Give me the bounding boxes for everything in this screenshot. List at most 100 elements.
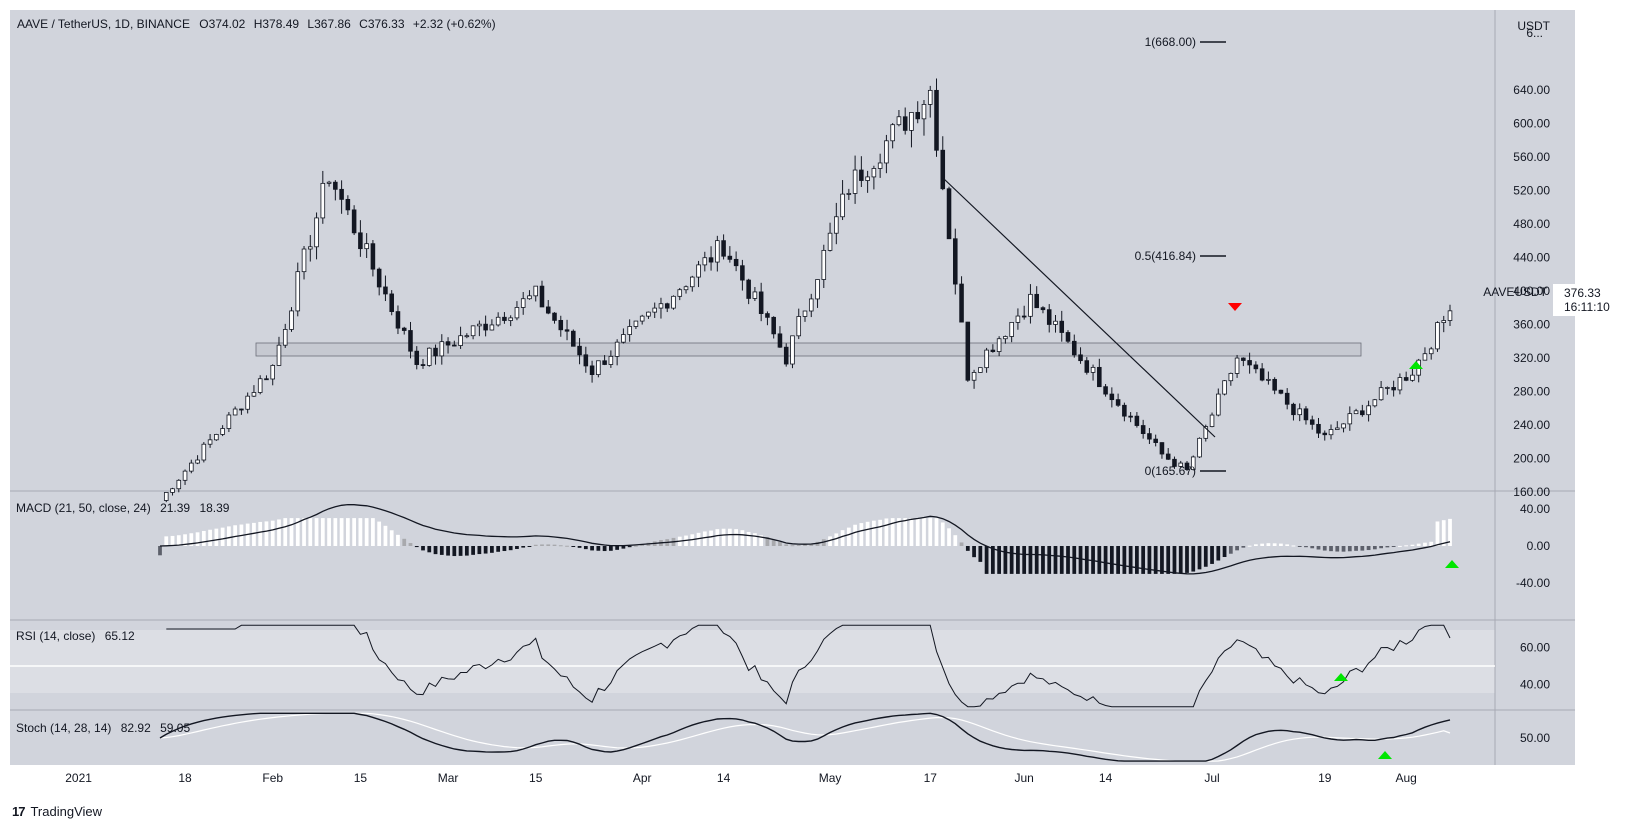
candle-up[interactable] [834,216,839,234]
candle-down[interactable] [376,268,382,288]
candle-up[interactable] [514,307,520,319]
candle-down[interactable] [1115,399,1121,406]
candlestick-series[interactable] [163,78,1453,503]
candle-up[interactable] [1397,377,1403,391]
candle-up[interactable] [189,462,194,472]
candle-up[interactable] [1328,429,1334,436]
candle-up[interactable] [1234,357,1240,374]
candle-down[interactable] [239,408,244,411]
candle-down[interactable] [959,283,964,323]
candle-up[interactable] [295,271,301,312]
candle-down[interactable] [1159,442,1165,455]
candle-up[interactable] [658,303,664,309]
candle-up[interactable] [1378,387,1384,401]
candle-up[interactable] [896,116,902,126]
candle-down[interactable] [589,365,595,375]
candle-down[interactable] [664,303,670,309]
candle-up[interactable] [426,347,432,366]
candle-down[interactable] [383,286,388,295]
candle-down[interactable] [1040,307,1046,311]
candle-up[interactable] [1203,426,1209,439]
candle-down[interactable] [420,364,426,366]
candle-up[interactable] [890,124,895,142]
candle-down[interactable] [1391,387,1396,391]
candle-up[interactable] [364,243,369,250]
candle-up[interactable] [978,367,983,373]
candle-down[interactable] [708,257,714,263]
candle-up[interactable] [508,317,513,321]
candle-up[interactable] [489,324,495,331]
candle-down[interactable] [1403,377,1409,381]
candle-up[interactable] [214,434,219,441]
candle-down[interactable] [1247,360,1252,366]
candle-up[interactable] [470,325,476,337]
candle-up[interactable] [608,355,614,365]
candle-down[interactable] [345,198,351,211]
candle-up[interactable] [257,378,263,393]
candle-up[interactable] [1209,414,1215,427]
candle-down[interactable] [965,321,971,381]
candle-up[interactable] [1297,408,1302,416]
candle-up[interactable] [1015,315,1021,323]
candle-up[interactable] [802,310,808,317]
candle-up[interactable] [282,329,288,346]
candle-down[interactable] [1316,423,1321,434]
candle-up[interactable] [1447,310,1453,321]
candle-up[interactable] [871,168,877,178]
candle-up[interactable] [921,103,927,120]
candle-down[interactable] [746,279,751,299]
candle-down[interactable] [1122,404,1127,417]
candle-up[interactable] [1216,393,1221,416]
candle-up[interactable] [270,365,275,380]
candle-up[interactable] [821,249,827,280]
candle-up[interactable] [796,316,802,337]
candle-up[interactable] [226,414,232,429]
candle-up[interactable] [527,295,532,300]
candle-down[interactable] [859,169,864,181]
candle-up[interactable] [865,176,870,181]
candle-up[interactable] [1335,427,1340,430]
candle-up[interactable] [1178,462,1184,467]
candle-up[interactable] [1341,423,1346,429]
candle-down[interactable] [1165,453,1171,460]
candle-down[interactable] [783,346,789,365]
candle-up[interactable] [1003,336,1008,340]
candle-up[interactable] [1090,366,1096,373]
candle-down[interactable] [1103,386,1108,395]
candle-up[interactable] [677,289,683,297]
candle-down[interactable] [358,232,363,250]
candle-up[interactable] [308,246,313,250]
candle-down[interactable] [389,293,394,312]
support-zone[interactable] [255,342,1362,357]
candle-up[interactable] [840,193,845,218]
candle-down[interactable] [1259,368,1265,381]
candle-up[interactable] [176,479,182,490]
candle-up[interactable] [1410,374,1415,381]
candle-down[interactable] [1322,432,1328,436]
candle-up[interactable] [195,459,200,464]
candle-down[interactable] [539,285,545,308]
candle-down[interactable] [552,312,557,321]
candle-down[interactable] [395,311,401,329]
candle-down[interactable] [351,209,357,234]
descending-trendline[interactable] [942,177,1216,438]
tradingview-brand[interactable]: 17 TradingView [12,804,102,819]
candle-up[interactable] [289,310,294,330]
candle-down[interactable] [1360,410,1365,416]
candle-up[interactable] [927,89,933,105]
candle-up[interactable] [1053,320,1058,325]
candle-up[interactable] [1372,399,1378,407]
candle-up[interactable] [170,488,175,493]
candle-down[interactable] [401,327,407,331]
candle-up[interactable] [1228,373,1234,382]
candle-up[interactable] [477,323,482,327]
candle-up[interactable] [971,372,977,381]
candle-up[interactable] [696,264,701,278]
candle-down[interactable] [564,329,570,332]
candle-down[interactable] [758,291,764,314]
candle-down[interactable] [1065,332,1071,342]
candle-down[interactable] [1084,360,1090,373]
candle-up[interactable] [639,315,645,322]
candle-down[interactable] [1272,378,1277,391]
